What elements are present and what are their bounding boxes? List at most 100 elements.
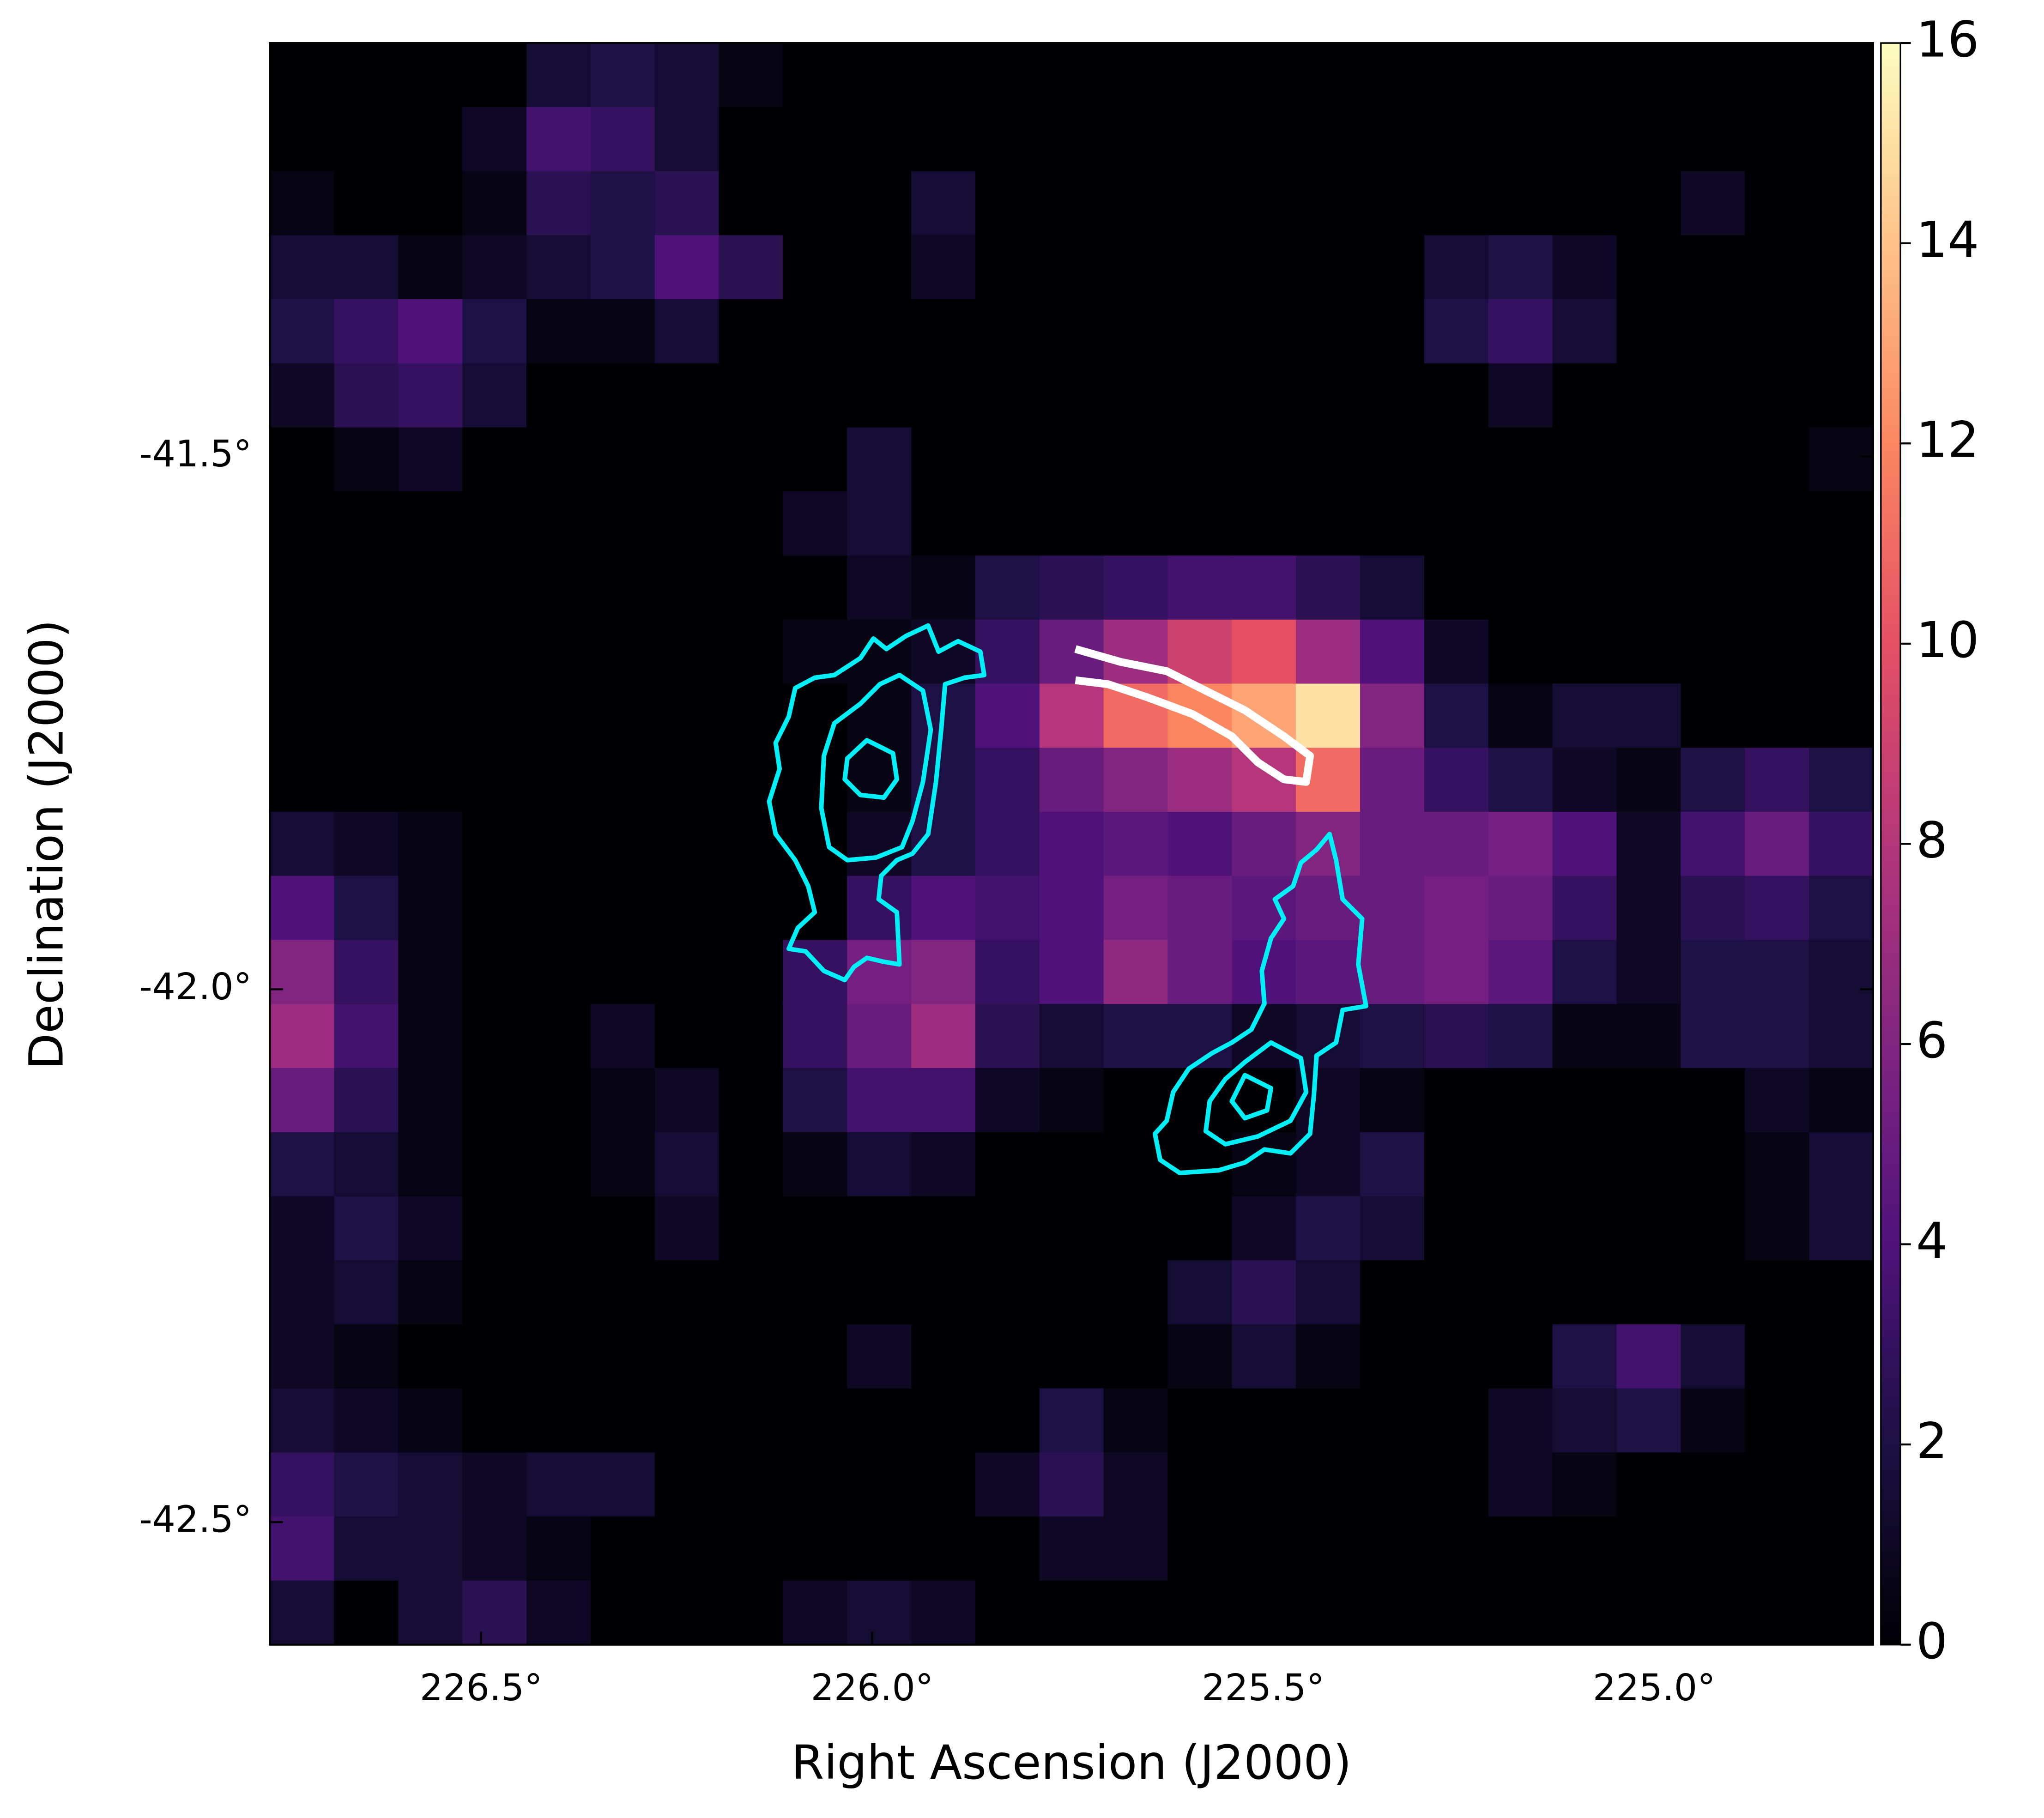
heatmap-cell [1488,1196,1554,1261]
heatmap-cell [1681,940,1746,1005]
heatmap-cell [847,1324,912,1389]
heatmap-cell [1360,1580,1425,1646]
heatmap-cell [398,1196,463,1261]
heatmap-cell [783,1516,848,1582]
heatmap-cell [1809,812,1874,877]
heatmap-cell [270,1324,335,1389]
heatmap-cell [1552,1324,1618,1389]
heatmap-cell [847,1068,912,1133]
heatmap-cell [334,363,399,429]
heatmap-cell [1616,171,1682,236]
heatmap-cell [270,1452,335,1517]
heatmap-cell [1039,683,1105,749]
heatmap-cell [975,107,1040,172]
heatmap-cell [1039,235,1105,300]
heatmap-cell [1039,556,1105,621]
heatmap-cell [1745,619,1810,685]
heatmap-cell [911,1004,976,1069]
heatmap-cell [1167,1004,1233,1069]
heatmap-cell [590,1580,656,1646]
heatmap-cell [1103,1324,1169,1389]
heatmap-cell [1167,876,1233,941]
heatmap-cell [334,1260,399,1325]
heatmap-cell [1360,107,1425,172]
heatmap-cell [1681,1068,1746,1133]
heatmap-cell [1039,1260,1105,1325]
heatmap-cell [719,427,784,493]
heatmap-cell [1745,556,1810,621]
heatmap-cell [1681,876,1746,941]
heatmap-cell [334,619,399,685]
heatmap-cell [526,619,592,685]
heatmap-cell [1296,299,1361,364]
heatmap-cell [1424,619,1489,685]
heatmap-cell [1681,107,1746,172]
heatmap-cell [334,43,399,108]
heatmap-cell [462,299,527,364]
heatmap-cell [334,683,399,749]
heatmap-cell [911,235,976,300]
heatmap-cell [654,1068,720,1133]
heatmap-cell [270,427,335,493]
heatmap-cell [1103,1452,1169,1517]
heatmap-cell [847,1260,912,1325]
heatmap-cell [719,1068,784,1133]
heatmap-cell [462,1132,527,1197]
heatmap-cell [590,43,656,108]
heatmap-cell [334,1452,399,1517]
heatmap-cell [1488,1388,1554,1454]
heatmap-cell [975,1068,1040,1133]
heatmap-cell [1681,363,1746,429]
heatmap-cell [1552,812,1618,877]
heatmap-cell [847,107,912,172]
heatmap-cell [1232,1516,1297,1582]
heatmap-cell [1488,1260,1554,1325]
heatmap-cell [590,1132,656,1197]
heatmap-cell [1232,876,1297,941]
heatmap-cell [847,1132,912,1197]
heatmap-cell [1616,1324,1682,1389]
heatmap-cell [1681,1260,1746,1325]
heatmap-cell [1232,1324,1297,1389]
heatmap-cell [1488,1452,1554,1517]
heatmap-cell [270,107,335,172]
y-tick-label: -42.0° [139,966,252,1008]
heatmap-cell [719,1516,784,1582]
heatmap-cell [1552,1196,1618,1261]
heatmap-cell [590,876,656,941]
heatmap-cell [1232,619,1297,685]
colorbar-tick-label: 16 [1916,11,1979,68]
heatmap-cell [783,491,848,556]
heatmap-cell [783,299,848,364]
heatmap-cell [1552,171,1618,236]
heatmap-cell [1681,556,1746,621]
heatmap-cell [590,1324,656,1389]
heatmap-cell [1103,748,1169,813]
heatmap-cell [911,1452,976,1517]
heatmap-cell [462,107,527,172]
heatmap-cell [1103,43,1169,108]
heatmap-cell [719,1452,784,1517]
heatmap-cell [1809,171,1874,236]
heatmap-cell [526,1388,592,1454]
heatmap-cell [1552,683,1618,749]
heatmap-cell [654,683,720,749]
heatmap-cell [1552,299,1618,364]
heatmap-cell [1296,491,1361,556]
heatmap-cell [1424,1580,1489,1646]
heatmap-cell [1360,940,1425,1005]
heatmap-cell [1809,491,1874,556]
heatmap-cell [462,812,527,877]
colorbar-tick-label: 6 [1916,1012,1947,1069]
heatmap-cell [847,683,912,749]
heatmap-cell [1681,1132,1746,1197]
heatmap-cell [783,1196,848,1261]
heatmap-cell [1616,619,1682,685]
heatmap-cell [1809,1260,1874,1325]
heatmap-cell [1296,235,1361,300]
heatmap-cell [1745,427,1810,493]
heatmap-cell [975,1388,1040,1454]
heatmap-cell [398,1580,463,1646]
heatmap-cell [975,1580,1040,1646]
heatmap-cell [1552,619,1618,685]
